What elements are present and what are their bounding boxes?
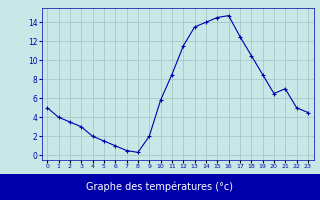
Text: Graphe des températures (°c): Graphe des températures (°c) (86, 182, 234, 192)
